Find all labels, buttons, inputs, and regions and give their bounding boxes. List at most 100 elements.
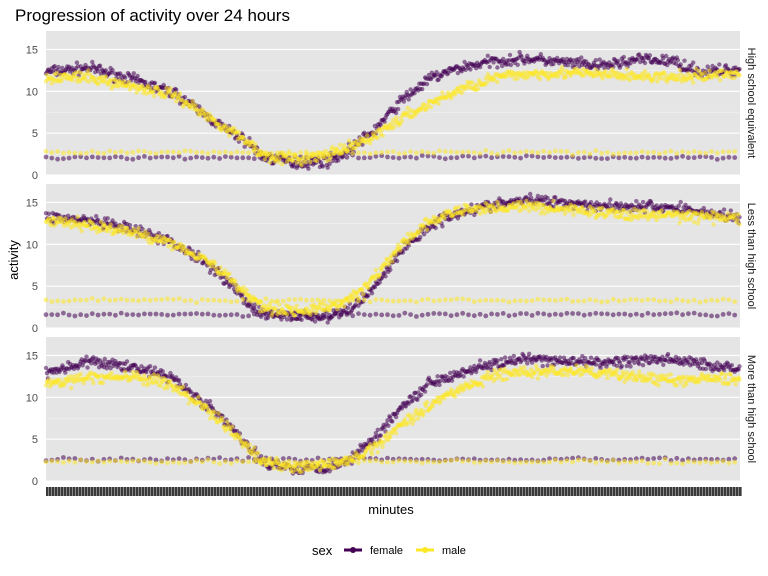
- data-point: [146, 381, 151, 386]
- data-point: [143, 79, 148, 85]
- data-point: [454, 296, 460, 302]
- data-point: [234, 298, 240, 304]
- data-point: [622, 311, 628, 317]
- data-point: [142, 297, 147, 302]
- data-point: [333, 311, 338, 317]
- data-point: [292, 151, 298, 157]
- data-point: [55, 459, 60, 464]
- data-point: [109, 370, 114, 376]
- data-point: [495, 358, 500, 363]
- data-point: [309, 151, 315, 157]
- data-point: [246, 150, 252, 156]
- data-point: [49, 81, 54, 86]
- data-point: [541, 155, 547, 160]
- data-point: [431, 311, 437, 316]
- data-point: [633, 150, 639, 156]
- data-point: [506, 313, 512, 319]
- data-point: [396, 313, 402, 318]
- data-point: [726, 149, 732, 155]
- data-point: [599, 311, 604, 317]
- data-point: [603, 69, 608, 74]
- data-point: [385, 312, 390, 318]
- data-point: [228, 154, 234, 160]
- data-point: [703, 366, 708, 372]
- data-point: [60, 76, 65, 81]
- data-point: [732, 312, 738, 318]
- data-point: [390, 298, 396, 304]
- data-point: [471, 150, 477, 156]
- data-point: [159, 297, 165, 302]
- data-point: [122, 369, 128, 374]
- data-point: [361, 291, 366, 297]
- data-point: [217, 298, 223, 304]
- data-point: [205, 151, 211, 156]
- data-point: [182, 311, 188, 317]
- data-point: [315, 150, 321, 155]
- data-point: [241, 136, 246, 141]
- data-point: [321, 313, 327, 318]
- data-point: [271, 466, 276, 471]
- data-point: [501, 56, 506, 62]
- facet-strip-label: Less than high school: [745, 203, 757, 309]
- data-point: [246, 297, 252, 303]
- data-point: [466, 312, 471, 318]
- data-point: [723, 63, 729, 68]
- data-point: [366, 285, 371, 291]
- data-point: [205, 155, 211, 161]
- data-point: [196, 394, 201, 400]
- data-point: [542, 211, 547, 216]
- data-point: [691, 80, 696, 85]
- data-point: [470, 80, 475, 85]
- data-point: [621, 54, 626, 60]
- data-point: [703, 154, 709, 160]
- data-point: [674, 297, 680, 302]
- data-point: [336, 158, 341, 163]
- data-point: [86, 68, 91, 73]
- data-point: [500, 149, 506, 155]
- data-point: [330, 144, 335, 150]
- data-point: [217, 122, 222, 127]
- data-point: [581, 155, 587, 161]
- data-point: [599, 150, 604, 156]
- data-point: [460, 153, 466, 159]
- data-point: [242, 144, 247, 149]
- data-point: [662, 150, 668, 155]
- data-point: [637, 369, 642, 374]
- data-point: [325, 165, 330, 170]
- data-point: [386, 423, 391, 428]
- data-point: [686, 299, 691, 304]
- data-point: [396, 298, 402, 304]
- data-point: [72, 154, 78, 160]
- data-point: [280, 456, 286, 461]
- data-point: [690, 76, 695, 81]
- data-point: [393, 414, 399, 420]
- data-point: [535, 150, 541, 156]
- data-point: [263, 296, 269, 301]
- data-point: [46, 211, 52, 216]
- data-point: [691, 310, 697, 316]
- data-point: [211, 149, 217, 155]
- data-point: [687, 209, 692, 214]
- data-point: [668, 311, 674, 316]
- data-point: [72, 460, 78, 465]
- data-point: [356, 150, 361, 156]
- data-point: [118, 154, 124, 160]
- data-point: [142, 149, 147, 154]
- data-point: [392, 124, 397, 130]
- data-point: [558, 312, 564, 318]
- data-point: [495, 312, 500, 317]
- data-point: [583, 199, 588, 204]
- data-point: [535, 154, 541, 160]
- data-point: [44, 72, 50, 78]
- data-point: [574, 363, 579, 368]
- data-point: [471, 155, 477, 161]
- data-point: [124, 359, 130, 364]
- data-point: [437, 382, 442, 388]
- data-point: [322, 154, 327, 160]
- data-point: [188, 148, 194, 154]
- data-point: [147, 150, 153, 156]
- data-point: [344, 312, 350, 317]
- data-point: [390, 313, 396, 319]
- data-point: [571, 355, 576, 361]
